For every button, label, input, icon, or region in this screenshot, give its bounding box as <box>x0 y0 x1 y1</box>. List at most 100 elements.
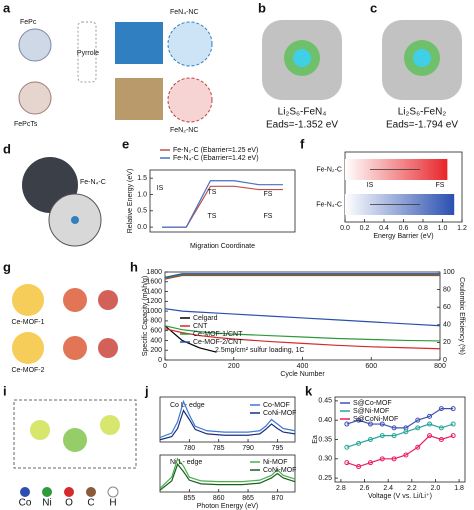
panel-label: f <box>300 136 305 151</box>
legend-label: Ce-MOF-1/CNT <box>193 331 243 338</box>
series-line <box>159 463 296 491</box>
panel-g-art <box>12 284 118 364</box>
atom-cluster <box>100 415 120 435</box>
legend-atom <box>64 487 74 497</box>
y-tick-label: 1400 <box>146 288 162 295</box>
y-tick-label: 800 <box>150 318 162 325</box>
point <box>391 456 397 462</box>
y-axis-title: Relative Energy (eV) <box>127 169 134 234</box>
x-axis-title: Migration Coordinate <box>190 243 255 250</box>
panel-i-art <box>13 399 137 498</box>
label: Pyrrole <box>77 50 99 57</box>
charge-density <box>413 49 431 67</box>
legend-label: Ce-MOF-2/CNT <box>193 339 243 346</box>
series-line <box>164 273 440 278</box>
annotation: FS <box>264 191 273 198</box>
plot-frame <box>159 454 296 493</box>
legend-label: CoNi-MOF <box>263 410 296 417</box>
label: H <box>109 498 116 509</box>
legend-label: Ni-MOF <box>263 459 288 466</box>
point <box>427 433 433 439</box>
x-axis-title: Voltage (V vs. Li/Li⁺) <box>368 493 432 500</box>
y-tick-label: 400 <box>150 337 162 344</box>
y-axis-title: Specific Capacity (mAh/g) <box>142 276 149 357</box>
y-tick-label: 600 <box>150 328 162 335</box>
y-tick-label: 1.0 <box>137 191 147 198</box>
series-line <box>159 457 296 489</box>
x-tick-label: 200 <box>228 363 240 370</box>
label: C <box>87 498 94 509</box>
label: O <box>65 498 73 509</box>
point <box>450 433 456 439</box>
panel-label: e <box>122 136 129 151</box>
mof <box>63 288 87 312</box>
label: Eads=-1.352 eV <box>266 120 338 131</box>
atom-cluster <box>63 428 87 452</box>
series-line <box>346 434 454 468</box>
x-tick-label: 0 <box>163 363 167 370</box>
point <box>356 440 362 446</box>
y2-tick-label: 100 <box>443 269 455 276</box>
point <box>391 433 397 439</box>
panel-label: a <box>3 0 11 15</box>
zoom-circle <box>167 77 213 123</box>
x-tick-label: 600 <box>365 363 377 370</box>
mof <box>12 284 44 316</box>
label: Ce-MOF-2 <box>11 367 44 374</box>
charge-density <box>293 49 311 67</box>
point <box>367 460 373 466</box>
legend-label: Celgard <box>193 315 218 322</box>
annotation: 2.5mg/cm² sulfur loading, 1C <box>215 347 304 354</box>
panel-label: g <box>3 259 11 274</box>
panel-label: c <box>370 0 377 15</box>
point <box>403 429 409 435</box>
y-tick-label: 0.40 <box>318 417 332 424</box>
zoom-circle <box>167 21 213 67</box>
panel-label: j <box>144 383 149 398</box>
label: Fe-N₄-C <box>80 179 106 186</box>
x-tick-label: 400 <box>297 363 309 370</box>
bracket <box>77 21 97 83</box>
mof <box>12 332 44 364</box>
point <box>438 437 444 442</box>
label: Ce-MOF-1 <box>11 319 44 326</box>
legend-label: S@Co-MOF <box>353 400 392 407</box>
legend-atom <box>107 486 119 498</box>
y-axis-title: Ea <box>312 435 319 444</box>
x-tick-label: 855 <box>184 495 196 502</box>
y2-tick-label: 60 <box>443 304 451 311</box>
chart-title: Co L- edge <box>170 402 205 409</box>
label: Eads=-1.794 eV <box>386 120 458 131</box>
y2-tick-label: 0 <box>443 357 447 364</box>
mof <box>63 336 87 360</box>
legend-atom <box>42 487 52 497</box>
point <box>438 425 444 431</box>
legend-label: CoNi-MOF <box>263 467 296 474</box>
annotation: IS <box>367 182 374 189</box>
panel-label: i <box>3 383 7 398</box>
y-tick-label: 0.5 <box>137 208 147 215</box>
plot-frame <box>159 396 296 443</box>
series-line <box>164 274 440 280</box>
y-tick-label: 1800 <box>146 269 162 276</box>
x-tick-label: 795 <box>272 445 284 452</box>
y-tick-label: 1200 <box>146 298 162 305</box>
x-axis-title: Energy Barrier (eV) <box>373 233 433 240</box>
series-line <box>162 180 283 228</box>
panel-label: b <box>258 0 266 15</box>
panel-label: h <box>130 259 138 274</box>
annotation: IS <box>157 185 164 192</box>
molecule <box>18 81 52 115</box>
y-tick-label: 0.30 <box>318 456 332 463</box>
y-tick-label: 0 <box>158 357 162 364</box>
legend-label: Fe-N₂-C (Ebarrier=1.25 eV) <box>173 147 258 154</box>
point <box>415 425 421 431</box>
x-axis-title: Cycle Number <box>280 371 325 378</box>
point <box>415 417 421 423</box>
point <box>356 417 362 423</box>
point <box>379 433 385 439</box>
point <box>379 456 385 462</box>
y2-tick-label: 20 <box>443 339 451 346</box>
x-tick-label: 865 <box>242 495 254 502</box>
point <box>344 421 350 427</box>
